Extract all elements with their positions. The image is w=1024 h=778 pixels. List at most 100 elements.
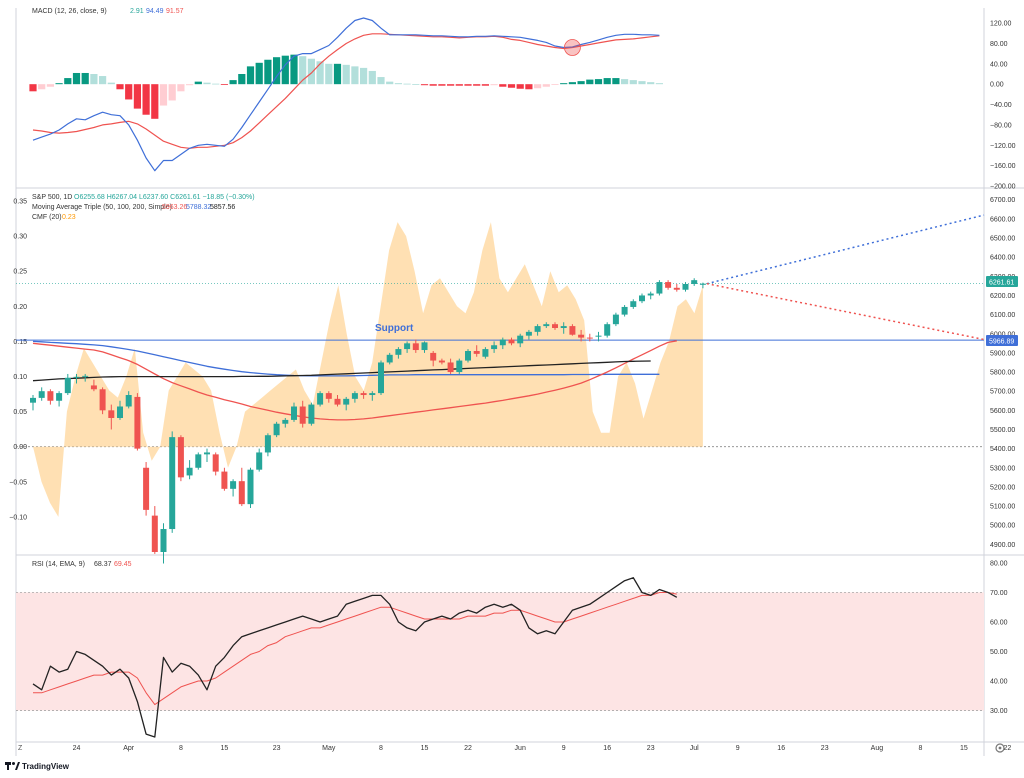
candle-body [525,331,532,336]
candle [465,349,471,363]
candle-body [317,393,324,405]
macd-histogram-bar [525,84,533,90]
candle [482,347,489,359]
candle-body [421,342,428,351]
candle-body [604,324,611,336]
price-y-tick: 6100.00 [990,312,1015,319]
candle [125,391,132,409]
macd-histogram-bar [455,84,463,86]
macd-line [32,17,660,172]
candle-body [621,306,628,315]
candle [569,324,576,336]
candle-body [639,295,645,302]
candle-body [204,452,210,455]
candle-body [586,337,593,339]
settings-gear-icon[interactable] [995,743,1005,753]
candle-body [386,354,393,363]
last-price-badge-text: 6261.61 [989,280,1014,287]
macd-histogram-bar [177,84,185,92]
candle [639,293,645,304]
macd-y-tick: −80.00 [990,122,1012,129]
candle [525,329,532,340]
candle-body [473,350,480,354]
macd-histogram-bar [81,72,89,85]
candle [586,333,593,342]
price-y-tick: 5400.00 [990,446,1015,453]
candle [151,506,158,554]
macd-histogram-bar [403,83,411,85]
timezone-badge[interactable]: Z [18,745,23,752]
candle [647,291,654,300]
candle-body [56,393,63,401]
macd-histogram-bar [594,79,603,85]
macd-histogram-bar [64,78,72,85]
tradingview-logo[interactable]: TradingView [5,762,70,771]
ma100-line [32,340,660,377]
cmf-y-tick: 0.30 [13,234,27,241]
candle [438,358,445,365]
cmf-legend-title: CMF (20) [32,214,62,221]
price-y-tick: 6500.00 [990,236,1015,243]
macd-crossover-marker [564,39,581,56]
candle-body [325,393,332,399]
ma50-line [32,340,677,421]
candle-body [273,423,280,436]
candle [256,448,263,472]
macd-histogram-bar [351,66,359,85]
candle-body [169,437,176,530]
candle-body [177,437,184,478]
macd-y-tick: 80.00 [990,41,1008,48]
candle [621,305,628,317]
candle [273,421,280,438]
macd-histogram-bar [168,84,176,101]
candle [99,387,106,415]
macd-histogram-bar [481,84,489,86]
x-tick-label: Jul [690,745,699,752]
candle-body [656,282,663,294]
candle-body [447,362,454,373]
macd-histogram-bar [612,78,620,85]
candle [291,402,297,422]
candle [499,337,506,350]
tradingview-logo-icon [5,762,20,770]
candle-body [430,352,437,361]
macd-histogram-bar [499,84,507,87]
rsi-y-tick: 50.00 [990,649,1008,656]
candle-body [465,350,471,361]
candle [456,358,463,374]
macd-histogram-bar [464,84,472,86]
macd-histogram-bar [490,84,498,86]
macd-histogram-bar [647,82,655,85]
macd-histogram-bar [273,57,281,85]
macd-y-tick: 120.00 [990,21,1012,28]
candle [38,387,45,401]
support-price-badge-text: 5966.89 [989,339,1014,346]
candle [351,391,358,403]
price-y-tick: 5000.00 [990,523,1015,530]
ma-legend-title: Moving Average Triple (50, 100, 200, Sim… [32,204,172,211]
price-legend-title: S&P 500, 1D [32,194,72,201]
candle-body [560,326,567,329]
candle [212,452,219,476]
macd-histogram-bar [420,84,429,86]
rsi-panel: 80.00 70.00 60.00 50.00 40.00 30.00 [16,560,1008,738]
candle-body [482,349,489,357]
macd-histogram-bar [473,84,481,86]
candle-body [308,404,315,424]
price-y-tick: 6600.00 [990,216,1015,223]
macd-histogram-bar [116,84,124,90]
macd-signal-line [32,33,660,149]
candle-body [569,326,576,335]
candle [325,391,332,403]
cmf-y-tick: 0.10 [13,374,27,381]
candle [343,396,350,411]
candle [64,373,71,396]
candle-body [299,406,306,424]
candle-body [647,293,654,296]
x-tick-label: 23 [273,745,281,752]
rsi-y-tick: 70.00 [990,590,1008,597]
candle-body [404,343,411,350]
candle-body [343,398,350,405]
candle [117,400,123,420]
candle [656,280,663,296]
